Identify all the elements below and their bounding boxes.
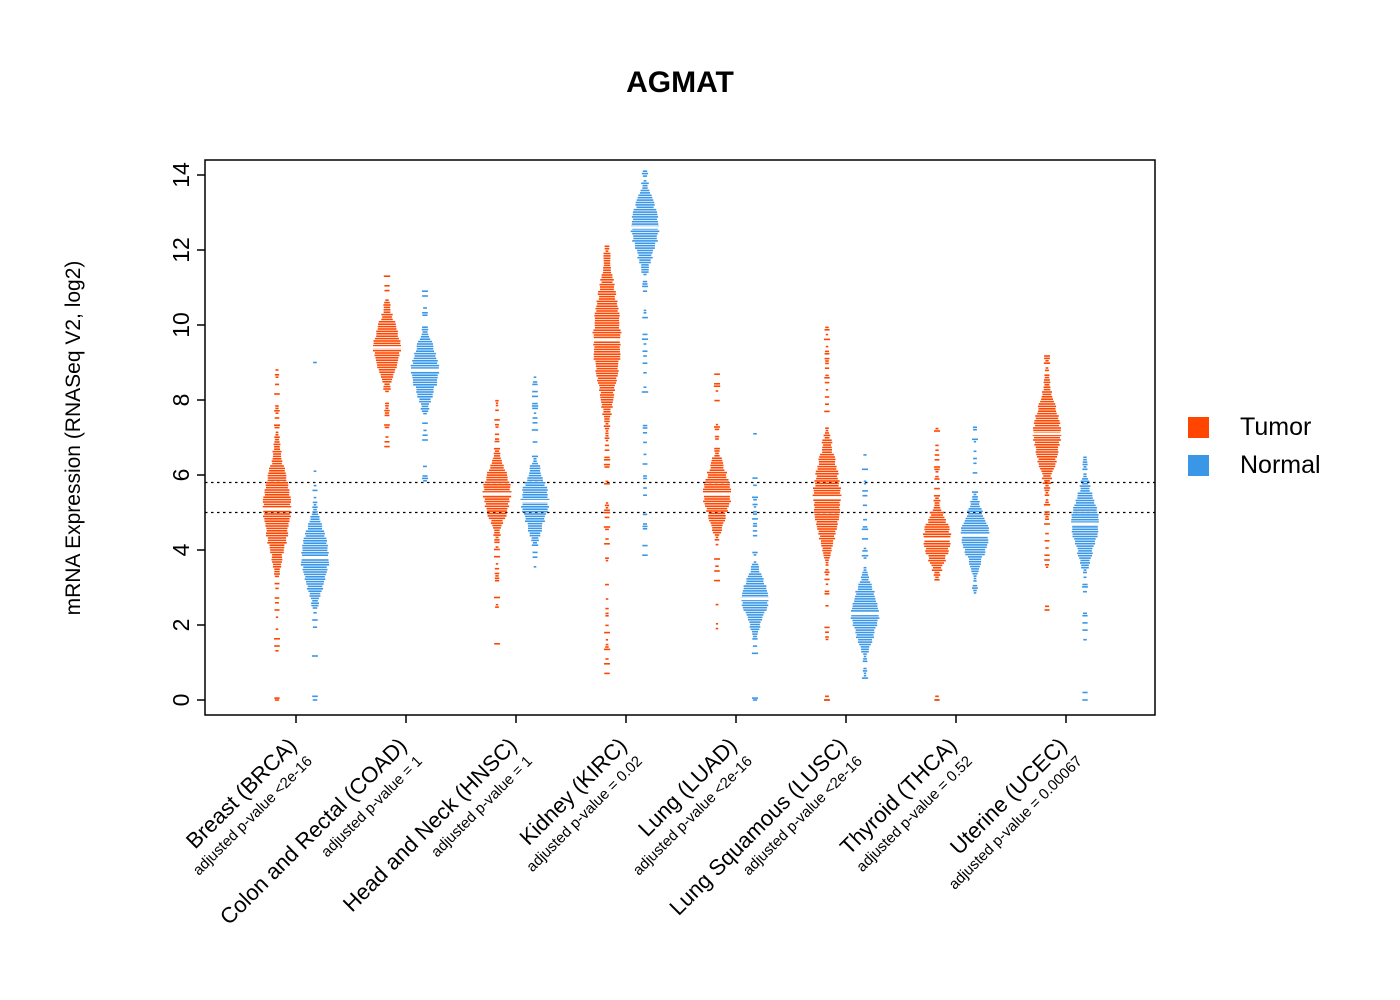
legend-label-normal: Normal	[1240, 451, 1321, 479]
y-tick-label: 14	[168, 162, 194, 188]
median-line	[410, 368, 440, 372]
median-line	[520, 499, 550, 503]
median-line	[262, 507, 292, 510]
median-line	[702, 492, 732, 495]
median-line	[922, 537, 952, 541]
plot-border	[204, 159, 1156, 716]
violin-tumor	[1032, 355, 1062, 611]
median-line	[1032, 432, 1062, 436]
violin-normal	[1070, 456, 1100, 701]
legend-swatch-tumor	[1188, 417, 1209, 438]
violin-tumor	[482, 399, 512, 645]
median-line	[812, 496, 842, 499]
y-tick-label: 4	[168, 543, 194, 556]
legend: Tumor Normal	[1188, 413, 1321, 479]
y-tick-label: 2	[168, 619, 194, 632]
y-tick-label: 0	[168, 694, 194, 707]
legend-label-tumor: Tumor	[1240, 413, 1311, 441]
violin-normal	[410, 290, 440, 482]
median-line	[850, 612, 880, 616]
legend-swatch-normal	[1188, 455, 1209, 476]
violin-normal	[850, 454, 880, 679]
violin-tumor	[592, 245, 622, 675]
violin-tumor	[702, 373, 732, 630]
y-tick-label: 10	[168, 312, 194, 338]
median-line	[372, 346, 402, 349]
median-line	[960, 533, 990, 537]
y-tick-label: 8	[168, 394, 194, 407]
violin-normal	[630, 170, 660, 556]
chart-title: AGMAT	[626, 66, 734, 99]
y-tick-label: 6	[168, 469, 194, 482]
plot-layer	[205, 170, 1155, 701]
violin-normal	[520, 376, 550, 568]
violin-normal	[960, 426, 990, 594]
median-line	[482, 492, 512, 495]
median-line	[1070, 522, 1100, 526]
violin-tumor	[262, 369, 292, 701]
median-line	[592, 338, 622, 342]
median-line	[740, 597, 770, 601]
violin-tumor	[812, 326, 842, 701]
violin-normal	[740, 433, 770, 701]
violin-normal	[300, 361, 330, 701]
median-line	[630, 226, 660, 229]
y-axis-label: mRNA Expression (RNASeq V2, log2)	[62, 261, 85, 616]
violin-tumor	[922, 427, 952, 701]
median-line	[300, 556, 330, 559]
violin-tumor	[372, 275, 402, 448]
y-tick-label: 12	[168, 237, 194, 263]
